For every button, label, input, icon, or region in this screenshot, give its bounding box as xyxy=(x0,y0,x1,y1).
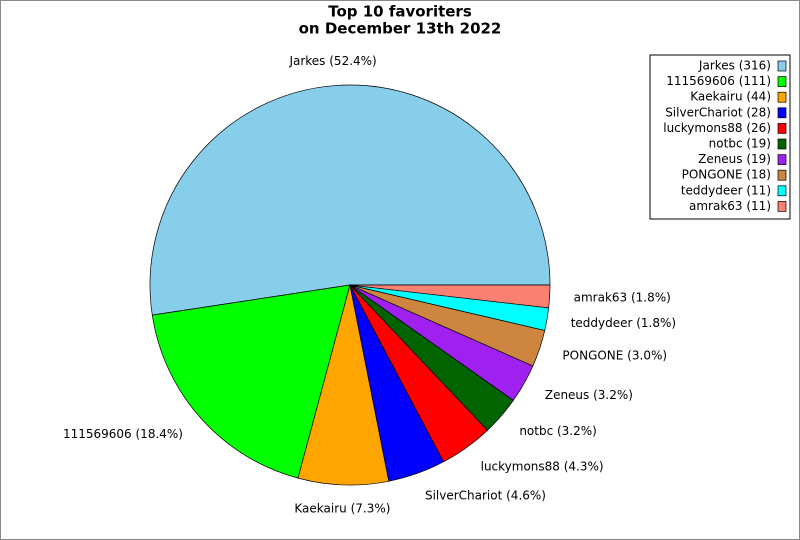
slice-label: luckymons88 (4.3%) xyxy=(481,459,604,473)
slice-label: PONGONE (3.0%) xyxy=(562,349,667,363)
legend-label: 111569606 (111) xyxy=(666,74,771,88)
legend-swatch xyxy=(777,185,787,197)
pie-slice xyxy=(349,284,551,309)
legend-label: Kaekairu (44) xyxy=(690,90,771,104)
legend-label: notbc (19) xyxy=(709,137,771,151)
pie-slice xyxy=(151,284,351,479)
slice-label: amrak63 (1.8%) xyxy=(574,290,671,304)
slice-label: Kaekairu (7.3%) xyxy=(294,501,390,515)
slice-label: Zeneus (3.2%) xyxy=(545,388,633,402)
slice-label: Jarkes (52.4%) xyxy=(288,54,376,68)
legend-swatch xyxy=(777,60,787,72)
legend-swatch xyxy=(777,138,787,150)
chart-title: Top 10 favoriters xyxy=(328,3,472,21)
legend-swatch xyxy=(777,107,787,119)
legend-swatch xyxy=(777,201,787,212)
legend-label: Zeneus (19) xyxy=(698,152,771,166)
legend-box xyxy=(649,54,791,220)
legend-label: PONGONE (18) xyxy=(682,168,771,182)
legend-label: luckymons88 (26) xyxy=(663,121,771,135)
legend-swatch xyxy=(777,123,787,134)
legend-label: teddydeer (11) xyxy=(681,183,771,197)
legend-swatch xyxy=(777,91,787,103)
legend-label: Jarkes (316) xyxy=(698,59,771,73)
pie-slice xyxy=(149,84,551,316)
slice-label: notbc (3.2%) xyxy=(519,424,597,438)
legend-swatch xyxy=(777,169,787,181)
legend-swatch xyxy=(777,154,787,165)
legend-swatch xyxy=(777,76,787,87)
legend-label: SilverChariot (28) xyxy=(665,105,771,119)
slice-label: teddydeer (1.8%) xyxy=(571,316,676,330)
chart-title: on December 13th 2022 xyxy=(299,20,502,38)
slice-label: 111569606 (18.4%) xyxy=(63,427,183,441)
legend-label: amrak63 (11) xyxy=(689,199,771,213)
slice-label: SilverChariot (4.6%) xyxy=(425,489,546,503)
